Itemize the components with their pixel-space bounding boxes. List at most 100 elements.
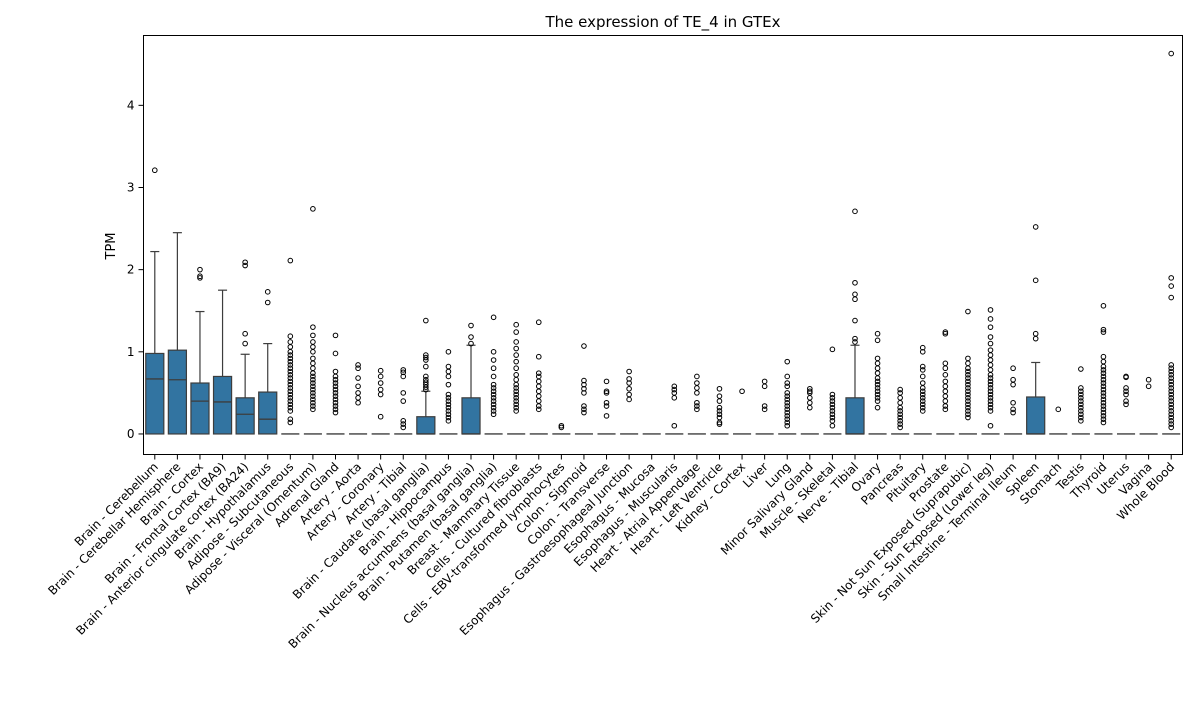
- outlier-point: [287, 365, 294, 372]
- y-axis-label: TPM: [104, 233, 119, 261]
- outlier-point: [874, 378, 881, 385]
- outlier-point: [490, 381, 497, 388]
- box-group: [710, 385, 729, 435]
- outlier-point: [332, 368, 339, 375]
- outlier-point: [1100, 399, 1107, 406]
- outlier-point: [1168, 362, 1175, 368]
- outlier-point: [513, 329, 519, 335]
- outlier-point: [490, 401, 497, 408]
- outlier-point: [377, 380, 384, 386]
- outlier-point: [1010, 376, 1016, 383]
- outlier-point: [784, 419, 791, 426]
- outlier-point: [242, 340, 248, 347]
- chart-title: The expression of TE_4 in GTEx: [544, 13, 780, 32]
- outlier-point: [332, 396, 339, 403]
- outlier-point: [919, 404, 926, 411]
- outlier-point: [310, 349, 316, 355]
- outlier-point: [355, 365, 361, 372]
- outlier-point: [1010, 409, 1016, 416]
- outlier-point: [423, 354, 429, 361]
- outlier-point: [671, 395, 678, 401]
- outlier-point: [987, 422, 994, 429]
- outlier-point: [987, 398, 994, 404]
- outlier-point: [716, 404, 723, 411]
- outlier-point: [919, 363, 926, 370]
- outlier-point: [1010, 365, 1016, 372]
- outlier-point: [694, 406, 700, 413]
- outlier-point: [1078, 391, 1084, 398]
- outlier-point: [1100, 393, 1107, 399]
- y-tick-label: 3: [127, 180, 135, 194]
- outlier-point: [919, 391, 926, 398]
- outlier-point: [535, 406, 542, 413]
- outlier-point: [490, 388, 497, 395]
- outlier-point: [716, 385, 723, 392]
- outlier-point: [1078, 401, 1084, 408]
- box-group: [958, 308, 977, 435]
- outlier-point: [897, 395, 903, 401]
- boxes-layer: [145, 50, 1181, 435]
- box-group: [281, 257, 300, 435]
- outlier-point: [987, 357, 994, 363]
- outlier-point: [897, 390, 903, 396]
- outlier-point: [987, 340, 994, 347]
- outlier-point: [490, 395, 497, 401]
- outlier-point: [377, 386, 384, 393]
- outlier-point: [332, 383, 339, 390]
- outlier-point: [1168, 398, 1175, 404]
- outlier-point: [987, 372, 994, 378]
- outlier-point: [287, 385, 294, 391]
- outlier-point: [490, 314, 497, 321]
- outlier-point: [332, 406, 339, 413]
- box-group: [778, 358, 797, 435]
- outlier-point: [310, 390, 316, 396]
- outlier-point: [987, 378, 994, 385]
- box-group: [845, 208, 865, 435]
- box-group: [1116, 373, 1136, 435]
- outlier-point: [942, 398, 949, 404]
- outlier-point: [535, 393, 542, 399]
- outlier-point: [513, 395, 519, 401]
- box-group: [552, 422, 571, 435]
- outlier-point: [1123, 373, 1129, 380]
- outlier-point: [919, 398, 926, 404]
- outlier-point: [716, 398, 723, 404]
- outlier-point: [987, 404, 994, 411]
- outlier-point: [987, 391, 994, 398]
- outlier-point: [287, 404, 294, 411]
- outlier-point: [513, 391, 519, 398]
- outlier-point: [445, 373, 452, 380]
- outlier-point: [355, 395, 361, 401]
- box-group: [800, 385, 819, 435]
- outlier-point: [377, 373, 384, 380]
- outlier-point: [310, 360, 316, 367]
- outlier-point: [310, 370, 316, 376]
- outlier-point: [965, 414, 971, 421]
- y-tick-label: 0: [127, 427, 135, 441]
- outlier-point: [1100, 416, 1107, 422]
- outlier-point: [1168, 404, 1175, 411]
- outlier-point: [310, 380, 316, 386]
- outlier-point: [784, 406, 791, 413]
- outlier-point: [1055, 406, 1062, 413]
- outlier-point: [400, 418, 407, 424]
- box-group: [574, 343, 593, 435]
- outlier-point: [919, 395, 926, 401]
- box-group: [1004, 365, 1023, 435]
- outlier-point: [1078, 366, 1084, 372]
- outlier-point: [761, 378, 768, 385]
- box-group: [1049, 406, 1068, 435]
- outlier-point: [1145, 383, 1152, 390]
- outlier-point: [987, 362, 994, 368]
- outlier-point: [332, 380, 339, 386]
- outlier-point: [513, 321, 519, 328]
- outlier-point: [1010, 381, 1016, 388]
- outlier-point: [897, 411, 903, 418]
- outlier-point: [490, 365, 497, 372]
- box-iqr: [461, 397, 481, 435]
- outlier-point: [1168, 294, 1175, 301]
- box-iqr: [190, 382, 210, 435]
- outlier-point: [1168, 368, 1175, 375]
- outlier-point: [897, 424, 903, 431]
